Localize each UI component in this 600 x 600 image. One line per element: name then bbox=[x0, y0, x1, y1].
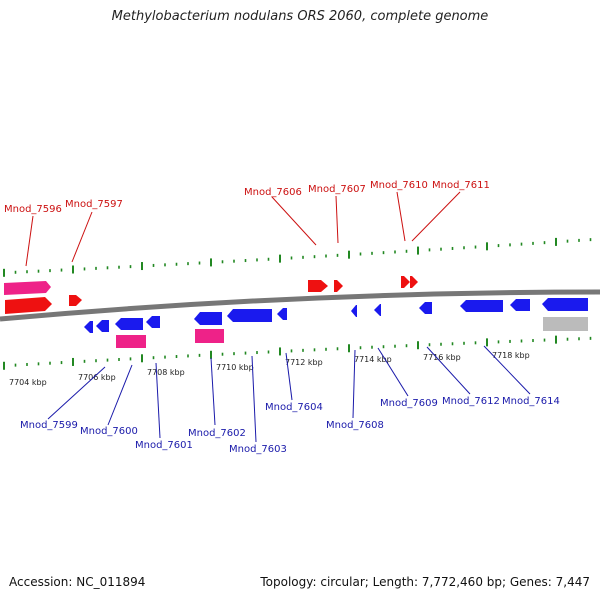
gene-label[interactable]: Mnod_7608 bbox=[326, 420, 384, 431]
leader-line bbox=[210, 357, 216, 426]
gene-feature-forward[interactable] bbox=[69, 295, 82, 306]
gene-label[interactable]: Mnod_7610 bbox=[370, 180, 428, 191]
leader-line bbox=[377, 347, 409, 397]
gene-feature-forward[interactable] bbox=[4, 281, 51, 295]
reverse-strand-features bbox=[84, 298, 588, 348]
gene-feature-reverse[interactable] bbox=[510, 299, 530, 311]
leader-line bbox=[155, 362, 161, 439]
gene-label[interactable]: Mnod_7602 bbox=[188, 428, 246, 439]
kbp-label: 7710 kbp bbox=[216, 363, 254, 372]
gene-label[interactable]: Mnod_7597 bbox=[65, 199, 123, 210]
gene-feature-reverse[interactable] bbox=[351, 305, 357, 317]
accession-text: Accession: NC_011894 bbox=[9, 575, 146, 589]
gene-label[interactable]: Mnod_7601 bbox=[135, 440, 193, 451]
map-title: Methylobacterium nodulans ORS 2060, comp… bbox=[111, 9, 489, 24]
gene-feature-reverse[interactable] bbox=[277, 308, 287, 320]
leader-line bbox=[426, 346, 471, 395]
leader-line bbox=[411, 191, 461, 242]
gene-feature-reverse[interactable] bbox=[116, 335, 146, 348]
gene-label[interactable]: Mnod_7614 bbox=[502, 396, 560, 407]
gene-feature-forward[interactable] bbox=[308, 280, 328, 292]
leader-line bbox=[107, 364, 133, 426]
gene-label[interactable]: Mnod_7604 bbox=[265, 402, 323, 413]
gene-label[interactable]: Mnod_7607 bbox=[308, 184, 366, 195]
gene-feature-reverse[interactable] bbox=[542, 298, 588, 311]
gene-feature-forward[interactable] bbox=[334, 280, 343, 292]
leader-line bbox=[251, 355, 257, 443]
gene-feature-reverse[interactable] bbox=[194, 312, 222, 325]
gene-feature-forward[interactable] bbox=[410, 276, 418, 288]
gene-label[interactable]: Mnod_7612 bbox=[442, 396, 500, 407]
kbp-label: 7714 kbp bbox=[354, 355, 392, 364]
gene-feature-reverse[interactable] bbox=[460, 300, 503, 312]
topology-text: Topology: circular; Length: 7,772,460 bp… bbox=[260, 575, 590, 589]
gene-feature-reverse[interactable] bbox=[543, 317, 588, 331]
gene-feature-forward[interactable] bbox=[401, 276, 410, 288]
bottom-gene-labels: Mnod_7599 Mnod_7600 Mnod_7601 Mnod_7602 … bbox=[20, 396, 560, 455]
leader-line bbox=[396, 191, 406, 242]
gene-feature-reverse[interactable] bbox=[96, 320, 109, 332]
leader-line bbox=[47, 366, 106, 420]
gene-feature-reverse[interactable] bbox=[84, 321, 93, 333]
kbp-label: 7706 kbp bbox=[78, 373, 116, 382]
gene-feature-reverse[interactable] bbox=[195, 329, 224, 343]
forward-strand-features bbox=[4, 276, 418, 314]
lower-scale-ticks bbox=[3, 335, 592, 370]
gene-feature-reverse[interactable] bbox=[374, 304, 381, 316]
gene-label[interactable]: Mnod_7600 bbox=[80, 426, 138, 437]
leader-line bbox=[25, 215, 34, 267]
gene-feature-reverse[interactable] bbox=[419, 302, 432, 314]
gene-label[interactable]: Mnod_7611 bbox=[432, 180, 490, 191]
gene-feature-reverse[interactable] bbox=[146, 316, 160, 328]
gene-feature-reverse[interactable] bbox=[227, 309, 272, 322]
gene-label[interactable]: Mnod_7606 bbox=[244, 187, 302, 198]
top-gene-labels: Mnod_7596 Mnod_7597 Mnod_7606 Mnod_7607 … bbox=[4, 180, 490, 215]
leader-line bbox=[335, 195, 339, 244]
leader-line bbox=[271, 196, 317, 246]
kbp-label: 7718 kbp bbox=[492, 351, 530, 360]
genome-backbone bbox=[0, 289, 600, 322]
gene-label[interactable]: Mnod_7596 bbox=[4, 204, 62, 215]
upper-scale-ticks bbox=[3, 237, 592, 277]
top-leader-lines bbox=[25, 191, 461, 267]
gene-feature-reverse[interactable] bbox=[115, 318, 143, 330]
leader-line bbox=[483, 345, 531, 395]
leader-line bbox=[352, 349, 356, 419]
kbp-label: 7708 kbp bbox=[147, 368, 185, 377]
bottom-leader-lines bbox=[47, 345, 531, 443]
gene-label[interactable]: Mnod_7603 bbox=[229, 444, 287, 455]
gene-label[interactable]: Mnod_7599 bbox=[20, 420, 78, 431]
gene-feature-forward[interactable] bbox=[5, 297, 52, 314]
leader-line bbox=[71, 211, 93, 263]
kbp-label: 7712 kbp bbox=[285, 358, 323, 367]
kbp-label: 7716 kbp bbox=[423, 353, 461, 362]
leader-line bbox=[285, 352, 293, 401]
gene-label[interactable]: Mnod_7609 bbox=[380, 398, 438, 409]
kbp-scale-labels: 7704 kbp 7706 kbp 7708 kbp 7710 kbp 7712… bbox=[9, 351, 530, 387]
kbp-label: 7704 kbp bbox=[9, 378, 47, 387]
